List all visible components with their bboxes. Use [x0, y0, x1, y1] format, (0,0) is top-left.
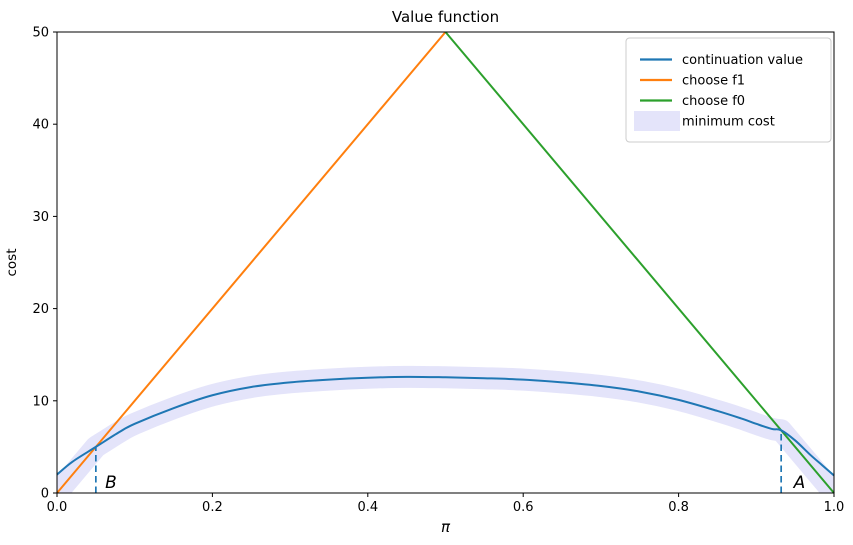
- annotation-B: B: [105, 473, 117, 493]
- axes-ticks-layer: 0.0 0.2 0.4 0.6 0.8 1.0 0 10 20 30 40 50: [32, 26, 844, 516]
- series-lines-layer: [56, 31, 835, 494]
- x-tick-label: 0.6: [513, 500, 534, 515]
- threshold-lines-layer: [94, 430, 783, 493]
- y-axis-label: cost: [4, 248, 20, 276]
- legend-label-minimum-cost: minimum cost: [682, 115, 775, 130]
- y-tick-label: 40: [32, 118, 49, 133]
- x-tick-label: 0.0: [47, 500, 68, 515]
- y-tick-label: 50: [32, 26, 49, 41]
- axes-spines: [56, 31, 835, 494]
- legend-swatch-minimum-cost: [634, 111, 680, 131]
- x-axis-label: π: [441, 518, 451, 536]
- y-tick-label: 10: [32, 394, 49, 409]
- y-tick-label: 30: [32, 210, 49, 225]
- chart-title: Value function: [392, 8, 499, 26]
- x-tick-label: 0.2: [202, 500, 223, 515]
- y-tick-label: 0: [41, 487, 49, 502]
- choose-f1-line: [56, 31, 447, 494]
- x-tick-label: 0.4: [357, 500, 378, 515]
- choose-f0-line: [444, 31, 835, 494]
- x-tick-label: 0.8: [668, 500, 689, 515]
- minimum-cost-band-layer: [57, 365, 834, 493]
- legend-label-choose-f0: choose f0: [682, 94, 745, 109]
- minimum-cost-band: [57, 365, 834, 493]
- x-tick-label: 1.0: [824, 500, 845, 515]
- y-tick-label: 20: [32, 302, 49, 317]
- continuation-value-line: [56, 375, 835, 477]
- legend: continuation value choose f1 choose f0 mini…: [625, 37, 832, 143]
- annotation-A: A: [793, 473, 806, 493]
- legend-label-continuation-value: continuation value: [682, 53, 803, 68]
- legend-label-choose-f1: choose f1: [682, 74, 745, 89]
